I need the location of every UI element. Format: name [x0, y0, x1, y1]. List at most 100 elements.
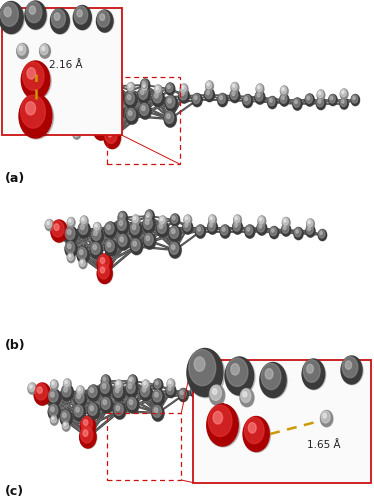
Circle shape — [220, 225, 230, 238]
Circle shape — [88, 88, 94, 95]
Circle shape — [129, 84, 131, 87]
Circle shape — [342, 91, 344, 94]
Circle shape — [50, 8, 69, 34]
Circle shape — [64, 379, 71, 389]
Circle shape — [208, 222, 215, 231]
Ellipse shape — [294, 228, 303, 240]
Circle shape — [48, 389, 61, 406]
Circle shape — [29, 6, 36, 14]
Circle shape — [90, 406, 94, 410]
Circle shape — [75, 84, 82, 94]
Ellipse shape — [207, 405, 240, 447]
Circle shape — [153, 390, 162, 402]
Circle shape — [145, 212, 153, 222]
Circle shape — [50, 380, 58, 390]
Ellipse shape — [40, 44, 50, 59]
Circle shape — [218, 382, 220, 385]
Circle shape — [255, 92, 263, 101]
Circle shape — [203, 389, 213, 402]
Circle shape — [318, 230, 327, 240]
Circle shape — [80, 216, 88, 226]
Circle shape — [323, 414, 327, 418]
Circle shape — [62, 413, 66, 418]
Circle shape — [75, 84, 81, 92]
Circle shape — [98, 264, 109, 279]
Circle shape — [94, 120, 108, 140]
Circle shape — [221, 226, 228, 235]
Circle shape — [105, 240, 114, 252]
Circle shape — [154, 94, 158, 98]
Circle shape — [270, 226, 279, 238]
Circle shape — [209, 385, 224, 405]
Ellipse shape — [114, 404, 126, 419]
Ellipse shape — [104, 222, 117, 238]
Circle shape — [284, 219, 286, 222]
Circle shape — [141, 385, 150, 397]
Circle shape — [341, 89, 346, 97]
Circle shape — [210, 217, 212, 220]
Ellipse shape — [132, 215, 140, 225]
Circle shape — [63, 90, 65, 92]
Ellipse shape — [59, 97, 73, 114]
Ellipse shape — [154, 380, 163, 392]
Ellipse shape — [256, 84, 264, 94]
Ellipse shape — [220, 226, 230, 238]
Circle shape — [73, 92, 85, 108]
Circle shape — [242, 383, 244, 386]
Circle shape — [105, 240, 117, 256]
Circle shape — [207, 83, 209, 86]
Ellipse shape — [88, 386, 100, 402]
Circle shape — [100, 381, 112, 397]
Circle shape — [303, 360, 320, 382]
Ellipse shape — [233, 222, 243, 234]
Circle shape — [59, 96, 72, 114]
Ellipse shape — [206, 81, 214, 91]
Circle shape — [241, 390, 244, 393]
Circle shape — [117, 382, 119, 385]
Circle shape — [252, 392, 261, 404]
Ellipse shape — [225, 358, 255, 396]
Ellipse shape — [171, 214, 180, 226]
Circle shape — [192, 379, 198, 387]
Ellipse shape — [152, 91, 165, 107]
Circle shape — [230, 90, 240, 102]
Ellipse shape — [73, 405, 86, 421]
Circle shape — [114, 108, 118, 112]
Ellipse shape — [159, 216, 167, 226]
Ellipse shape — [61, 385, 74, 401]
Circle shape — [126, 382, 135, 394]
Circle shape — [94, 223, 99, 230]
Circle shape — [252, 392, 259, 401]
Ellipse shape — [96, 10, 114, 32]
Ellipse shape — [113, 386, 126, 402]
Circle shape — [23, 62, 44, 90]
Circle shape — [153, 91, 162, 103]
Circle shape — [120, 214, 123, 217]
Circle shape — [127, 108, 136, 120]
Circle shape — [88, 403, 99, 419]
Ellipse shape — [126, 382, 138, 398]
Circle shape — [340, 98, 348, 109]
Ellipse shape — [105, 240, 117, 256]
Circle shape — [104, 126, 120, 148]
Circle shape — [308, 221, 310, 224]
Circle shape — [164, 111, 176, 127]
Circle shape — [83, 420, 88, 426]
Circle shape — [88, 85, 95, 95]
Circle shape — [152, 405, 164, 421]
Ellipse shape — [65, 242, 78, 258]
Ellipse shape — [117, 234, 130, 250]
Circle shape — [341, 356, 362, 384]
Circle shape — [207, 404, 238, 446]
Circle shape — [60, 112, 69, 124]
Ellipse shape — [79, 259, 87, 269]
Ellipse shape — [305, 94, 315, 106]
Circle shape — [115, 82, 118, 86]
Circle shape — [152, 390, 164, 406]
Circle shape — [169, 242, 181, 258]
Circle shape — [181, 92, 184, 96]
Circle shape — [256, 84, 264, 94]
Ellipse shape — [243, 418, 271, 452]
Circle shape — [191, 385, 200, 398]
Ellipse shape — [257, 222, 267, 235]
